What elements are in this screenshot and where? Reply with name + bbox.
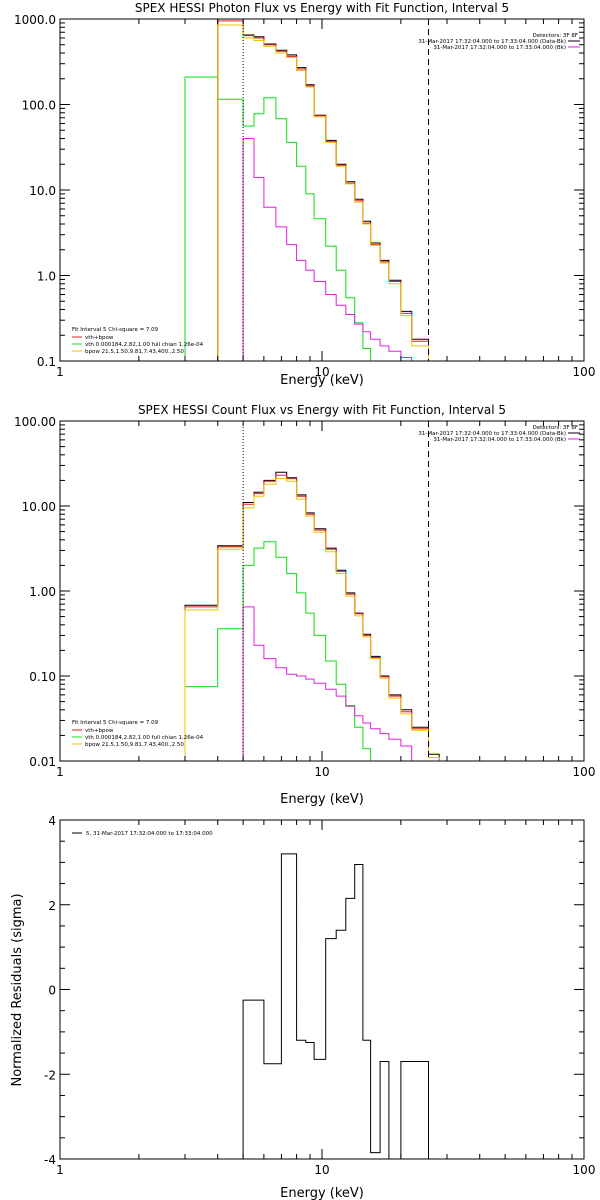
- legend-entry-bpow: bpow 21.5,1.50,9.81,7.43,400.,2.50: [85, 742, 184, 748]
- legend-entry-data: 31-Mar-2017 17:32:04.000 to 17:33:04.000…: [418, 39, 566, 45]
- spectrum-curves: [184, 19, 429, 361]
- axes-ticks: 1 10 100 -4 -2 0 2 4: [44, 814, 595, 1177]
- legend-entry-background: 31-Mar-2017 17:32:04.000 to 17:33:04.000…: [433, 437, 566, 443]
- legend-entry-total: vth+bpow: [85, 728, 114, 734]
- legend-entry-total: vth+bpow: [85, 335, 114, 341]
- x-tick-label: 10: [314, 365, 329, 379]
- y-tick-label: 0.1: [37, 355, 56, 369]
- x-tick-label: 100: [573, 365, 596, 379]
- series-bpow-comp: [217, 24, 429, 361]
- y-tick-label: 0.10: [29, 670, 56, 684]
- legend-entry-vth: vth 0.000184,2.82,1.00 full chian 1.26e-…: [85, 735, 204, 741]
- y-tick-label: 10.00: [22, 500, 56, 514]
- y-tick-label: 1.00: [29, 585, 56, 599]
- legend-entry-vth: vth 0.000184,2.82,1.00 full chian 1.26e-…: [85, 342, 204, 348]
- chart-title: SPEX HESSI Count Flux vs Energy with Fit…: [138, 403, 506, 417]
- x-tick-label: 1: [56, 365, 64, 379]
- x-axis-label: Energy (keV): [280, 373, 364, 388]
- series-vth: [184, 541, 372, 761]
- y-tick-label: -4: [44, 1153, 56, 1167]
- y-tick-label: 0: [48, 984, 56, 998]
- x-tick-label: 1: [56, 1163, 64, 1177]
- x-tick-label: 100: [573, 1163, 596, 1177]
- y-tick-label: 0.01: [29, 755, 56, 769]
- y-tick-label: 1000.0: [14, 13, 56, 27]
- x-tick-label: 1: [56, 765, 64, 779]
- axes-ticks: 1 10 100 0.1 1.0 10.0 100.0 1000.0: [14, 13, 595, 379]
- y-tick-label: 4: [48, 814, 56, 828]
- legend-detectors: Detectors: 3F 8F: [532, 33, 578, 39]
- legend-detectors: Detectors: 3F 8F: [532, 425, 578, 431]
- legend-entry-bpow: bpow 21.5,1.50,9.81,7.43,400.,2.50: [85, 349, 184, 355]
- series-data: [184, 471, 440, 761]
- photon-flux-panel: SPEX HESSI Photon Flux vs Energy with Fi…: [14, 1, 595, 388]
- series-bpow-comp: [184, 478, 440, 761]
- x-tick-label: 10: [314, 765, 329, 779]
- plot-area: [59, 18, 585, 362]
- x-tick-label: 100: [573, 765, 596, 779]
- spectrum-curves: [184, 471, 440, 761]
- y-tick-label: 1.0: [37, 270, 56, 284]
- residuals-panel: 1 10 100 -4 -2 0 2 4 5, 31-Mar-2017 17:32:04.00…: [10, 814, 595, 1200]
- y-axis-label: Normalized Residuals (sigma): [10, 893, 25, 1086]
- axes-ticks: 1 10 100 0.01 0.10 1.00 10.00 100.00: [14, 415, 595, 779]
- y-tick-label: 100.00: [14, 415, 56, 429]
- series-bpow: [242, 138, 413, 361]
- legend-entry-residuals: 5, 31-Mar-2017 17:32:04.000 to 17:33:04.…: [86, 831, 213, 837]
- series-bpow: [242, 606, 413, 761]
- y-tick-label: 2: [48, 899, 56, 913]
- series-residuals: [242, 853, 429, 1159]
- legend-entry-data: 31-Mar-2017 17:32:04.000 to 17:33:04.000…: [418, 431, 566, 437]
- y-tick-label: 10.0: [29, 184, 56, 198]
- count-flux-panel: SPEX HESSI Count Flux vs Energy with Fit…: [14, 403, 595, 807]
- legend-fit-header: Fit Interval 5 Chi-square = 7.09: [72, 327, 159, 333]
- x-axis-label: Energy (keV): [280, 792, 364, 807]
- y-tick-label: 100.0: [22, 99, 56, 113]
- legend-entry-background: 31-Mar-2017 17:32:04.000 to 17:33:04.000…: [433, 45, 566, 51]
- series-vth: [184, 76, 372, 361]
- x-axis-label: Energy (keV): [280, 1186, 364, 1200]
- legend-fit-header: Fit Interval 5 Chi-square = 7.09: [72, 720, 159, 726]
- x-tick-label: 10: [314, 1163, 329, 1177]
- y-tick-label: -2: [44, 1068, 56, 1082]
- series-vth-bpow: [184, 474, 440, 761]
- residual-curves: [242, 853, 429, 1159]
- chart-title: SPEX HESSI Photon Flux vs Energy with Fi…: [135, 1, 509, 15]
